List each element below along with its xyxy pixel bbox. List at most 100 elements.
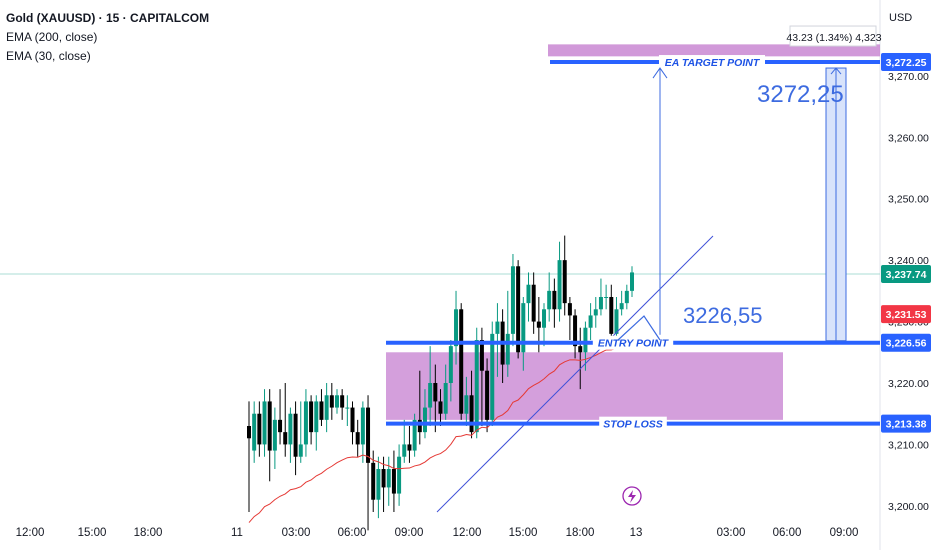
- x-tick-label: 15:00: [509, 527, 538, 539]
- price-axis-marker: [881, 53, 931, 72]
- target-price-text: 3272,25: [757, 81, 844, 108]
- candle-body: [371, 462, 376, 500]
- currency-label[interactable]: USD: [889, 12, 913, 24]
- candle-body: [526, 284, 531, 304]
- price-axis-marker-label: 3,237.74: [886, 269, 927, 281]
- chart-legend: Gold (XAUUSD) · 15 · CAPITALCOM EMA (200…: [6, 9, 209, 66]
- candle-body: [469, 395, 474, 433]
- price-axis-marker: [881, 305, 931, 324]
- price-axis-marker: [881, 265, 931, 284]
- candle-body: [366, 407, 371, 463]
- candle-body: [474, 340, 479, 433]
- y-tick-label: 3,220.00: [888, 378, 929, 390]
- price-axis-marker-label: 3,226.56: [886, 338, 927, 350]
- level-label: EA TARGET POINT: [665, 57, 761, 69]
- candle-body: [412, 419, 417, 451]
- candle-body: [547, 290, 552, 310]
- candle-body: [552, 290, 557, 310]
- candle-body: [345, 407, 350, 409]
- candle-body: [433, 383, 438, 402]
- candle-body: [542, 309, 547, 328]
- x-tick-label: 06:00: [773, 527, 802, 539]
- candle-body: [350, 407, 355, 433]
- candle-body: [448, 346, 453, 383]
- x-tick-label: 18:00: [134, 527, 163, 539]
- x-tick-label: 03:00: [717, 527, 746, 539]
- candle-body: [583, 327, 588, 353]
- candle-body: [314, 401, 319, 433]
- candle-body: [272, 419, 277, 451]
- target-arrow-head: [652, 67, 668, 79]
- entry-price-text: 3226,55: [683, 303, 763, 328]
- candle-body: [376, 469, 381, 500]
- price-axis-marker-label: 3,213.38: [886, 419, 927, 431]
- price-axis-marker: [881, 333, 931, 352]
- level-label-bg: [599, 416, 667, 431]
- candle-body: [598, 297, 603, 310]
- x-tick-label: 09:00: [830, 527, 859, 539]
- candle-body: [293, 413, 298, 457]
- entry-pointer: [617, 315, 661, 341]
- candle-body: [303, 401, 308, 445]
- candle-body: [567, 303, 572, 316]
- candle-body: [402, 444, 407, 457]
- candle-body: [562, 260, 567, 304]
- candle-body: [588, 315, 593, 328]
- measure-arrow-head: [830, 67, 842, 75]
- candle-body: [319, 401, 324, 420]
- candle-body: [329, 395, 334, 408]
- level-label-bg: [592, 335, 674, 350]
- trend-line: [436, 235, 714, 513]
- measure-label: 43.23 (1.34%) 4,323: [786, 32, 881, 44]
- candle-body: [454, 309, 459, 347]
- x-tick-label: 09:00: [395, 527, 424, 539]
- candle-body: [417, 419, 422, 433]
- price-axis-marker: [881, 414, 931, 433]
- target-zone: [548, 44, 880, 57]
- x-tick-label: 18:00: [566, 527, 595, 539]
- candle-body: [334, 395, 339, 408]
- candle-body: [257, 413, 262, 445]
- candle-body: [262, 401, 267, 445]
- candle-body: [510, 266, 515, 334]
- candle-body: [391, 469, 396, 494]
- level-label: STOP LOSS: [603, 419, 663, 431]
- candle-body: [288, 413, 293, 445]
- candle-body: [397, 456, 402, 494]
- candle-body: [531, 284, 536, 322]
- x-tick-label: 12:00: [453, 527, 482, 539]
- symbol-title[interactable]: Gold (XAUUSD) · 15 · CAPITALCOM: [6, 11, 210, 25]
- y-tick-label: 3,260.00: [888, 132, 929, 144]
- candle-body: [521, 303, 526, 353]
- price-axis-marker-label: 3,272.25: [886, 57, 927, 69]
- candle-body: [381, 469, 386, 488]
- candle-body: [278, 419, 283, 433]
- candle-body: [505, 333, 510, 365]
- y-tick-label: 3,210.00: [888, 439, 929, 451]
- price-axis-marker-label: 3,231.53: [886, 309, 927, 321]
- x-tick-label: 11: [231, 527, 243, 539]
- candle-body: [324, 395, 329, 420]
- ema-200-label[interactable]: EMA (200, close): [6, 30, 98, 44]
- x-tick-label: 06:00: [338, 527, 367, 539]
- candle-body: [298, 444, 303, 457]
- candle-body: [360, 407, 365, 445]
- x-tick-label: 13: [630, 527, 643, 539]
- candle-body: [464, 395, 469, 414]
- candle-body: [495, 321, 500, 334]
- candle-body: [593, 309, 598, 316]
- ema-30-line: [248, 339, 633, 523]
- candle-body: [619, 303, 624, 310]
- level-label-bg: [659, 55, 765, 70]
- candle-body: [490, 333, 495, 420]
- candle-body: [438, 401, 443, 414]
- candle-body: [578, 346, 583, 353]
- candle-body: [422, 407, 427, 433]
- candle-body: [536, 321, 541, 328]
- candle-body: [247, 426, 251, 439]
- ema-30-label[interactable]: EMA (30, close): [6, 49, 91, 63]
- candle-body: [340, 395, 345, 408]
- y-tick-label: 3,240.00: [888, 255, 929, 267]
- x-tick-label: 12:00: [16, 527, 45, 539]
